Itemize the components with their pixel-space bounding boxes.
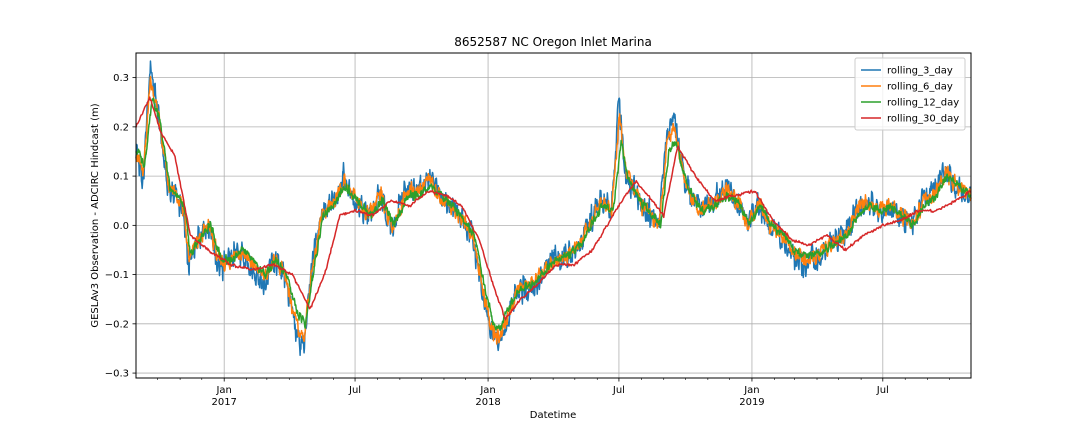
x-tick-label: Jan [215, 385, 231, 396]
legend-box [854, 57, 966, 131]
legend-label: rolling_30_day [887, 114, 959, 125]
x-tick-year-label: 2019 [739, 397, 764, 408]
y-axis: −0.3 −0.2 −0.1 0.0 0.1 0.2 0.3 [105, 73, 136, 380]
series-line-rolling-12-day [135, 97, 972, 331]
x-tick-year-label: 2017 [211, 397, 236, 408]
x-tick-label: Jul [612, 385, 625, 396]
legend-label: rolling_6_day [887, 82, 953, 93]
legend-label: rolling_3_day [887, 66, 953, 77]
y-tick-label: 0.3 [113, 73, 129, 84]
x-axis-title: Datetime [530, 410, 577, 421]
y-tick-label: 0.0 [113, 221, 129, 232]
x-tick-label: Jul [876, 385, 889, 396]
x-tick-label: Jan [743, 385, 759, 396]
legend-label: rolling_12_day [887, 98, 959, 109]
series-line-rolling-6-day [135, 75, 972, 345]
series-line-rolling-3-day [135, 60, 972, 357]
grid-lines [136, 53, 971, 378]
x-tick-label: Jan [479, 385, 495, 396]
series-group [135, 60, 972, 357]
x-tick-year-label: 2018 [475, 397, 500, 408]
y-tick-label: 0.1 [113, 172, 129, 183]
chart-title: 8652587 NC Oregon Inlet Marina [454, 35, 652, 49]
series-line-rolling-30-day [135, 96, 972, 321]
legend: rolling_3_day rolling_6_day rolling_12_day… [854, 57, 966, 131]
y-tick-label: −0.2 [105, 319, 129, 330]
y-axis-title: GESLAv3 Observation - ADCIRC Hindcast (m… [90, 103, 101, 327]
y-tick-label: −0.3 [105, 369, 129, 380]
y-tick-label: 0.2 [113, 122, 129, 133]
y-tick-label: −0.1 [105, 270, 129, 281]
plot-frame [135, 52, 972, 379]
x-tick-label: Jul [348, 385, 361, 396]
